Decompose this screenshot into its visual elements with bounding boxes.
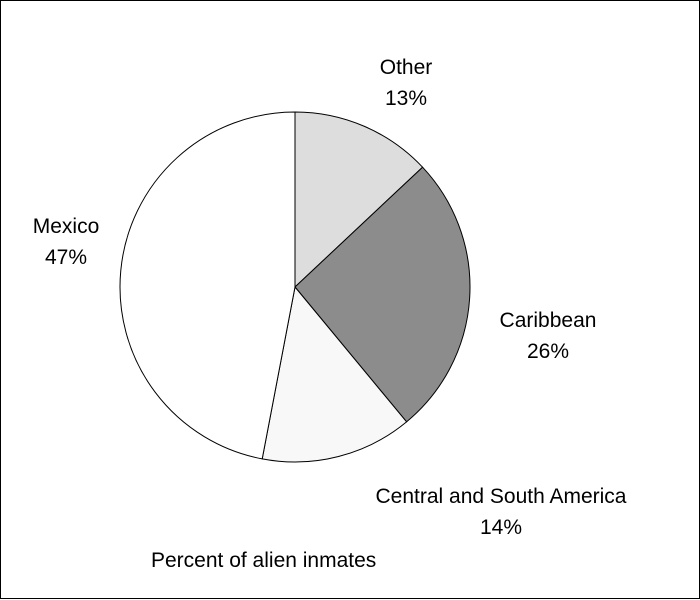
slice-label-central-south-america: Central and South America 14% <box>331 481 671 543</box>
slice-label-caribbean: Caribbean 26% <box>473 305 623 367</box>
slice-name-other: Other <box>379 56 433 79</box>
slice-value-other: 13% <box>384 87 428 110</box>
slice-value-caribbean: 26% <box>526 340 570 363</box>
slice-name-mexico: Mexico <box>32 215 100 238</box>
pie-slice-other <box>294 111 424 289</box>
slice-name-central-south-america: Central and South America <box>375 485 627 508</box>
slice-label-other: Other 13% <box>356 52 456 114</box>
pie-slice-mexico <box>119 111 296 460</box>
slice-value-mexico: 47% <box>44 246 88 269</box>
slice-value-central-south-america: 14% <box>479 516 523 539</box>
pie-slice-caribbean <box>294 166 471 423</box>
pie-slice-central-and-south-america <box>261 285 408 463</box>
chart-caption: Percent of alien inmates <box>151 549 377 572</box>
slice-name-caribbean: Caribbean <box>499 309 597 332</box>
slice-label-mexico: Mexico 47% <box>11 211 121 273</box>
